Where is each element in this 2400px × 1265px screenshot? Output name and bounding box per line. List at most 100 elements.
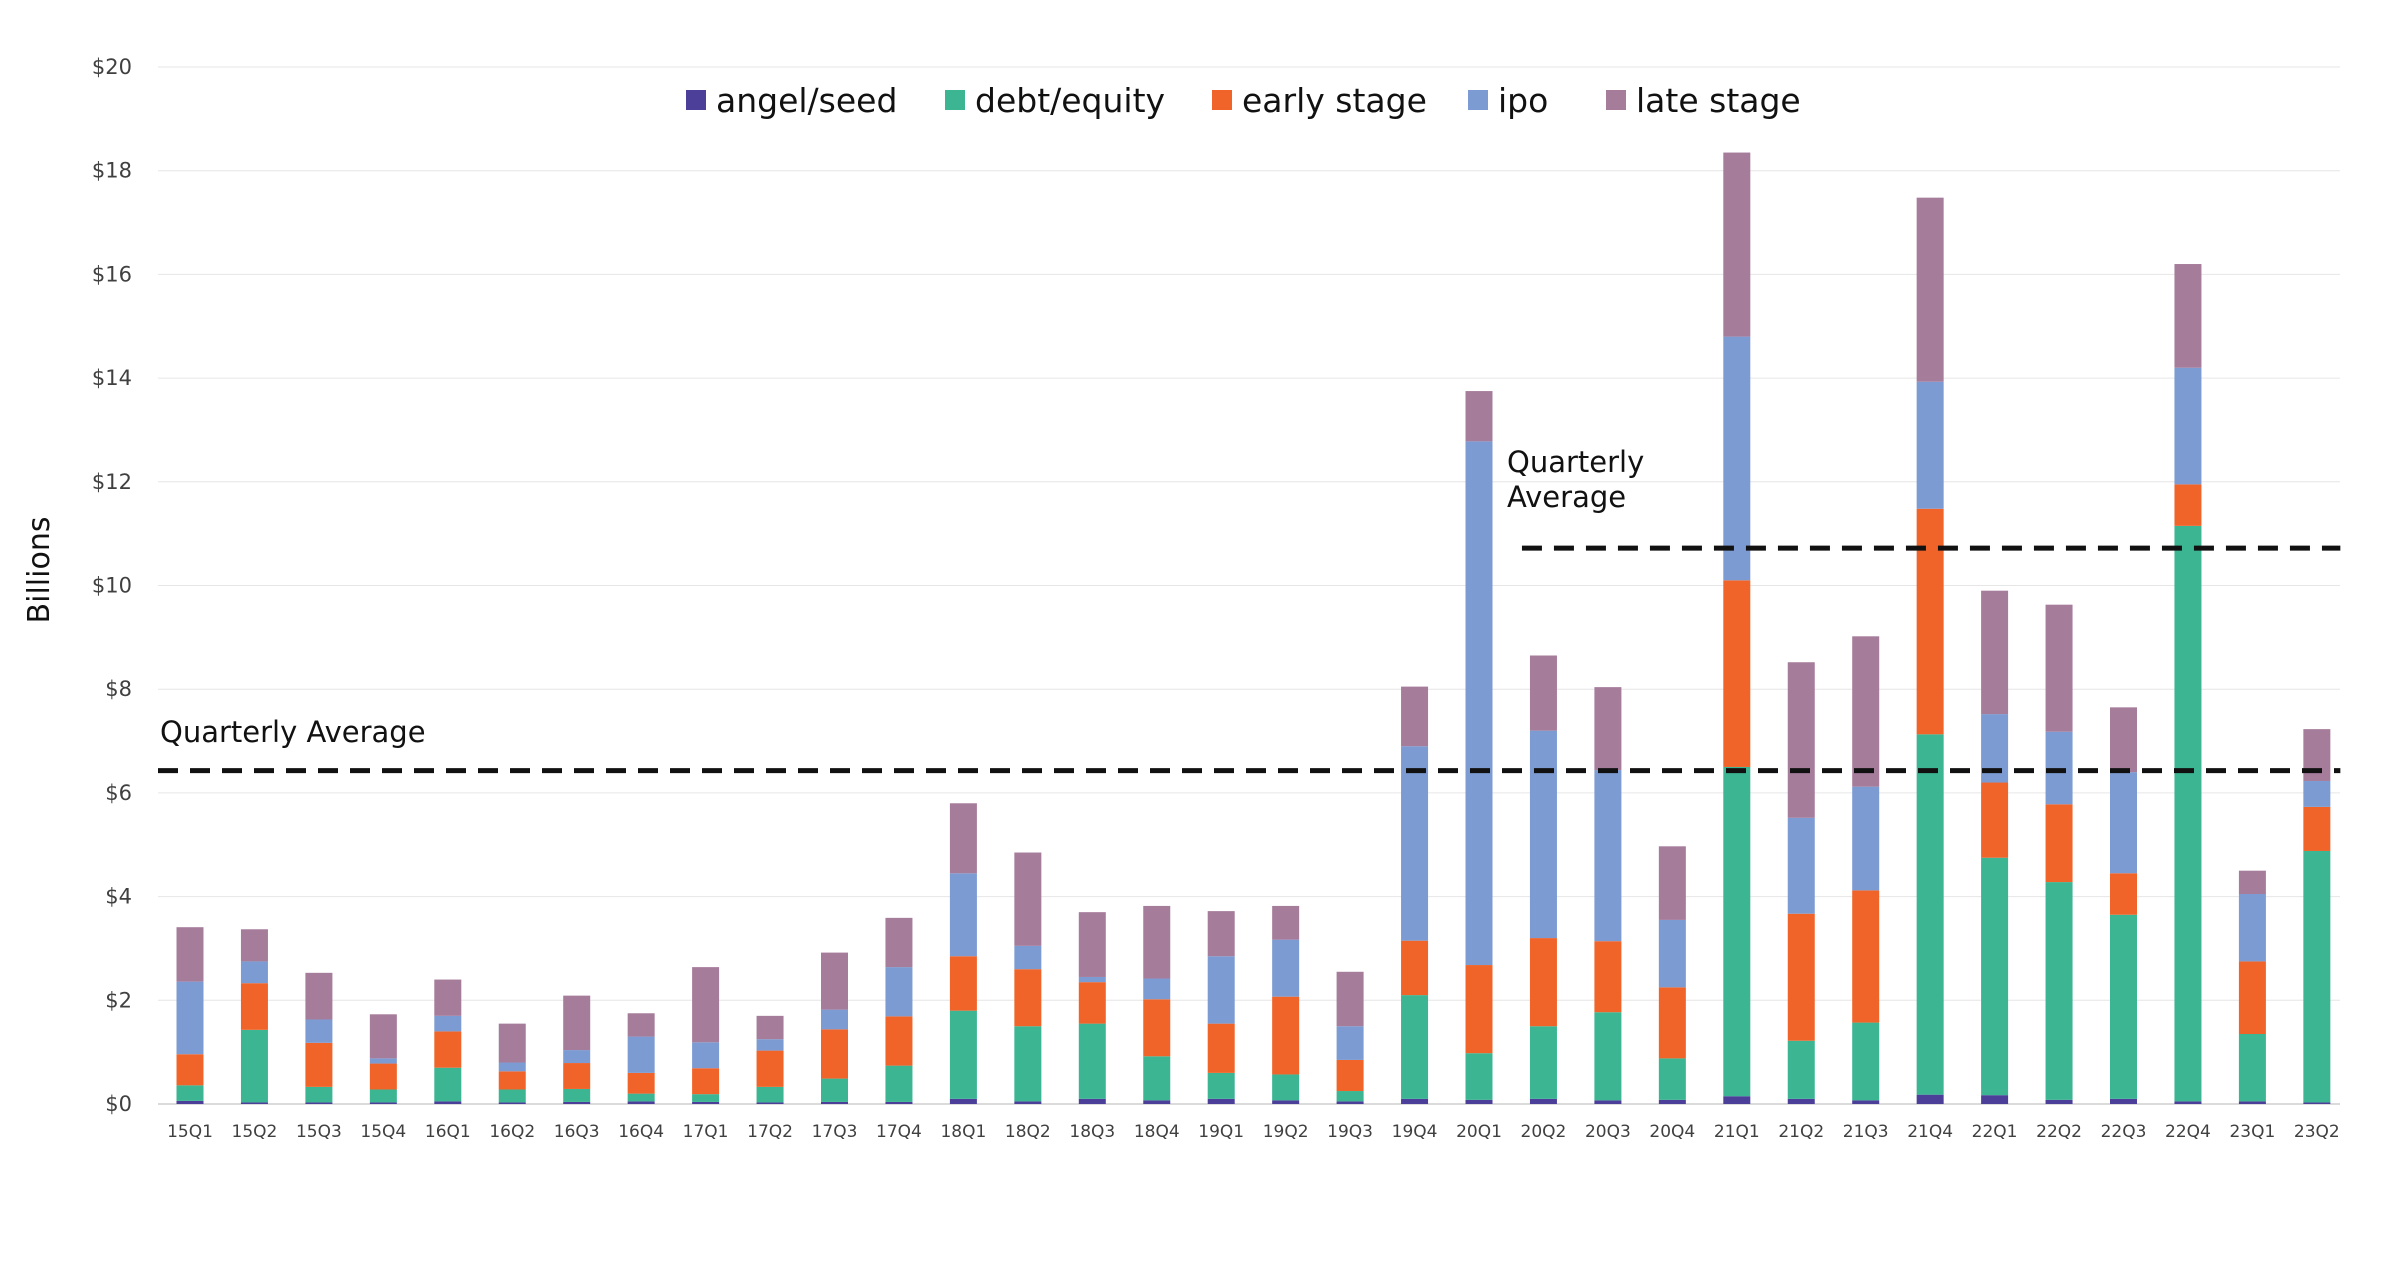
bar-segment-angel-seed-19q2 (1272, 1100, 1300, 1104)
bar-segment-ipo-18q1 (949, 873, 977, 957)
bar-segment-angel-seed-21q2 (1787, 1098, 1815, 1104)
bar-segment-ipo-19q1 (1207, 956, 1235, 1024)
bar-segment-late-stage-15q1 (176, 927, 204, 982)
legend-swatch-early-stage (1212, 90, 1232, 110)
bar-segment-late-stage-16q3 (563, 995, 591, 1051)
bar-segment-debt-equity-19q1 (1207, 1072, 1235, 1099)
y-tick-label-12: $12 (92, 470, 132, 494)
bar-segment-ipo-22q3 (2110, 772, 2137, 874)
bar-segment-early-stage-20q3 (1594, 941, 1622, 1013)
bar-segment-early-stage-15q4 (369, 1063, 397, 1090)
x-tick-label-23q1: 23Q1 (2229, 1122, 2275, 1142)
bar-segment-late-stage-22q3 (2110, 707, 2137, 773)
x-tick-label-16q4: 16Q4 (618, 1122, 664, 1142)
bar-segment-angel-seed-23q1 (2238, 1101, 2266, 1104)
bar-segment-ipo-21q1 (1723, 336, 1751, 581)
x-tick-label-22q3: 22Q3 (2101, 1122, 2147, 1142)
bar-segment-late-stage-19q4 (1401, 686, 1429, 747)
bar-segment-early-stage-17q4 (885, 1016, 913, 1066)
bar-segment-late-stage-23q1 (2238, 870, 2266, 895)
x-tick-label-20q3: 20Q3 (1585, 1122, 1631, 1142)
x-tick-label-21q1: 21Q1 (1714, 1122, 1760, 1142)
bar-segment-late-stage-21q2 (1787, 662, 1815, 818)
bar-segment-ipo-15q4 (369, 1058, 397, 1064)
bar-segment-early-stage-18q3 (1078, 982, 1106, 1024)
bar-segment-late-stage-17q4 (885, 917, 913, 968)
bars (176, 152, 2331, 1104)
bar-segment-ipo-17q1 (692, 1042, 720, 1069)
bar-segment-ipo-20q4 (1658, 919, 1686, 988)
legend-label-ipo: ipo (1498, 81, 1548, 120)
bar-segment-late-stage-19q3 (1336, 971, 1364, 1027)
bar-segment-angel-seed-18q4 (1143, 1100, 1171, 1104)
bar-segment-angel-seed-20q2 (1529, 1098, 1557, 1104)
x-tick-label-19q2: 19Q2 (1263, 1122, 1309, 1142)
bar-segment-debt-equity-18q4 (1143, 1056, 1171, 1101)
bar-segment-early-stage-23q1 (2238, 961, 2266, 1035)
bar-segment-angel-seed-15q3 (305, 1102, 333, 1104)
bar-segment-angel-seed-15q1 (176, 1100, 204, 1104)
bar-segment-debt-equity-15q3 (305, 1086, 333, 1103)
bar-segment-early-stage-15q1 (176, 1054, 204, 1086)
bar-segment-angel-seed-16q3 (563, 1101, 591, 1104)
bar-segment-debt-equity-19q2 (1272, 1074, 1300, 1101)
bar-segment-debt-equity-18q3 (1078, 1023, 1106, 1099)
bar-segment-debt-equity-15q4 (369, 1089, 397, 1103)
bar-segment-early-stage-18q1 (949, 956, 977, 1011)
bar-segment-early-stage-21q1 (1723, 580, 1751, 767)
bar-segment-late-stage-18q3 (1078, 912, 1106, 977)
x-tick-label-20q1: 20Q1 (1456, 1122, 1502, 1142)
bar-segment-ipo-22q2 (2045, 731, 2073, 805)
bar-segment-debt-equity-17q1 (692, 1094, 720, 1102)
x-tick-label-23q2: 23Q2 (2294, 1122, 2340, 1142)
bar-segment-late-stage-19q2 (1272, 905, 1300, 940)
bar-segment-debt-equity-21q4 (1916, 734, 1944, 1095)
bar-segment-ipo-21q2 (1787, 817, 1815, 914)
bar-segment-angel-seed-19q3 (1336, 1101, 1364, 1104)
bar-segment-early-stage-15q3 (305, 1042, 333, 1087)
y-tick-label-6: $6 (105, 781, 132, 805)
bar-segment-ipo-16q1 (434, 1015, 462, 1032)
bar-segment-early-stage-17q3 (821, 1029, 848, 1079)
bar-segment-angel-seed-16q4 (627, 1101, 655, 1104)
bar-segment-debt-equity-20q2 (1529, 1026, 1557, 1099)
bar-segment-debt-equity-16q1 (434, 1067, 462, 1102)
bar-segment-late-stage-18q2 (1014, 852, 1042, 946)
bar-segment-early-stage-16q3 (563, 1063, 591, 1089)
bar-segment-debt-equity-16q4 (627, 1093, 655, 1102)
x-tick-label-19q1: 19Q1 (1198, 1122, 1244, 1142)
x-tick-label-17q4: 17Q4 (876, 1122, 922, 1142)
x-tick-label-15q2: 15Q2 (232, 1122, 278, 1142)
bar-segment-ipo-23q1 (2238, 894, 2266, 962)
bar-segment-ipo-17q3 (821, 1009, 848, 1030)
bar-segment-early-stage-20q1 (1465, 965, 1493, 1054)
y-tick-label-18: $18 (92, 159, 132, 183)
bar-segment-late-stage-20q1 (1465, 391, 1493, 442)
bar-segment-debt-equity-22q2 (2045, 882, 2073, 1100)
bar-segment-late-stage-22q2 (2045, 604, 2073, 732)
bar-segment-angel-seed-21q3 (1852, 1100, 1880, 1104)
bar-segment-angel-seed-18q2 (1014, 1101, 1042, 1104)
x-tick-label-18q4: 18Q4 (1134, 1122, 1180, 1142)
x-tick-label-20q2: 20Q2 (1521, 1122, 1567, 1142)
bar-segment-angel-seed-20q4 (1658, 1099, 1686, 1104)
bar-segment-ipo-16q2 (498, 1062, 526, 1072)
bar-segment-debt-equity-15q2 (240, 1029, 268, 1103)
bar-segment-debt-equity-16q2 (498, 1089, 526, 1103)
bar-segment-debt-equity-17q2 (756, 1086, 784, 1103)
x-axis-ticks: 15Q1 15Q2 15Q3 15Q4 16Q1 16Q2 16Q3 16Q4 17Q1 17Q2… (167, 1122, 2340, 1142)
bar-segment-debt-equity-20q3 (1594, 1012, 1622, 1101)
x-tick-label-15q4: 15Q4 (360, 1122, 406, 1142)
bar-segment-late-stage-16q1 (434, 979, 462, 1016)
bar-segment-debt-equity-22q1 (1981, 857, 2009, 1096)
bar-segment-early-stage-17q2 (756, 1050, 784, 1087)
x-tick-label-18q2: 18Q2 (1005, 1122, 1051, 1142)
gridlines (158, 66, 2340, 1105)
x-tick-label-18q1: 18Q1 (940, 1122, 986, 1142)
bar-segment-angel-seed-22q3 (2110, 1098, 2137, 1104)
bar-segment-angel-seed-17q3 (821, 1101, 848, 1104)
x-tick-label-21q2: 21Q2 (1778, 1122, 1824, 1142)
bar-segment-angel-seed-18q1 (949, 1098, 977, 1104)
bar-segment-late-stage-23q2 (2303, 729, 2331, 781)
bar-segment-early-stage-15q2 (240, 983, 268, 1030)
